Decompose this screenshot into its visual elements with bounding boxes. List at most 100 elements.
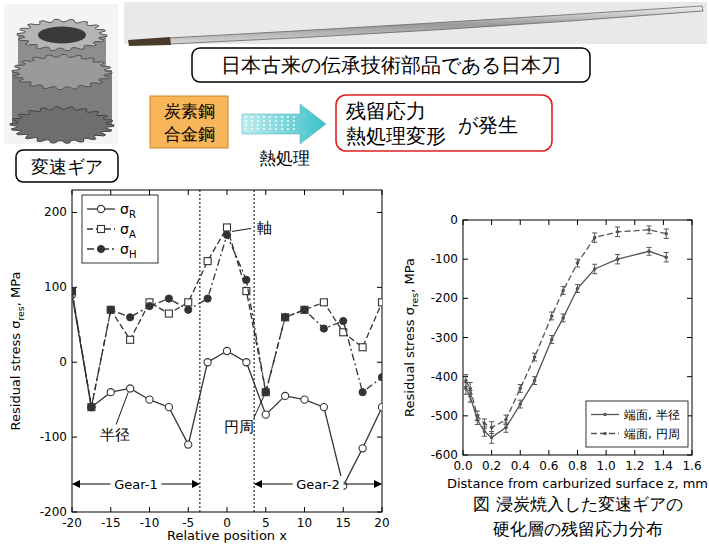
error-bar	[489, 432, 494, 444]
sword-caption: 日本古来の伝承技術部品である日本刀	[221, 53, 561, 77]
x-tick	[548, 450, 549, 455]
legend-marker	[97, 245, 104, 252]
x-tick	[227, 507, 228, 512]
y-tick-label: 200	[44, 205, 67, 219]
error-cap	[482, 436, 487, 437]
plot-frame	[463, 220, 692, 455]
x-tick	[663, 220, 664, 225]
x-tick-label: 0.2	[482, 459, 501, 473]
data-point	[223, 347, 230, 354]
result-box	[336, 95, 552, 151]
process-arrow	[242, 104, 326, 144]
data-point	[593, 236, 597, 240]
data-point	[533, 355, 537, 359]
error-cap	[489, 421, 494, 422]
error-cap	[475, 411, 480, 412]
arrow-pattern	[257, 116, 258, 132]
y-tick	[377, 287, 382, 288]
error-cap	[489, 433, 494, 434]
data-point	[204, 359, 211, 366]
annotation: 半径	[100, 426, 130, 444]
error-cap	[518, 400, 523, 401]
data-point	[468, 387, 472, 391]
error-cap	[468, 382, 473, 383]
error-cap	[592, 232, 597, 233]
data-point	[88, 404, 95, 411]
error-cap	[482, 418, 487, 419]
error-cap	[518, 384, 523, 385]
data-point	[664, 255, 668, 259]
data-point	[561, 316, 565, 320]
data-point	[504, 418, 508, 422]
error-cap	[463, 374, 468, 375]
region-label-bg	[110, 476, 161, 492]
data-point	[223, 231, 230, 238]
data-point	[464, 379, 468, 383]
y-tick	[687, 259, 692, 260]
data-point	[490, 426, 494, 430]
error-bar	[549, 336, 554, 344]
data-point	[483, 422, 487, 426]
data-point	[88, 404, 95, 411]
data-point	[107, 389, 114, 396]
error-cap	[615, 263, 620, 264]
x-tick-label: 1.6	[682, 459, 701, 473]
data-point	[647, 228, 651, 232]
page: 日本古来の伝承技術部品である日本刀変速ギア炭素鋼合金鋼熱処理残留応力熱処理変形が…	[0, 0, 709, 550]
x-tick	[548, 220, 549, 225]
figure-caption: 図 浸炭焼入した変速ギアの	[473, 494, 682, 514]
error-cap	[647, 247, 652, 248]
arrow-pattern	[275, 116, 276, 132]
error-cap	[647, 225, 652, 226]
data-point	[301, 396, 308, 403]
legend-marker	[603, 413, 607, 417]
data-point	[359, 445, 366, 452]
data-point	[204, 295, 211, 302]
gear-label-box	[16, 150, 118, 182]
error-bar	[482, 427, 487, 436]
material-text: 炭素鋼	[164, 101, 215, 121]
legend-label: 端面, 半径	[624, 408, 680, 422]
arrow-pattern	[245, 116, 246, 132]
error-cap	[615, 227, 620, 228]
region-label: Gear-1	[114, 477, 158, 492]
data-point	[243, 276, 250, 283]
x-tick	[149, 190, 150, 195]
x-tick-label: 1.0	[597, 459, 616, 473]
error-cap	[561, 286, 566, 287]
y-tick	[463, 415, 468, 416]
error-bar	[575, 259, 580, 267]
y-tick	[687, 298, 692, 299]
y-tick	[72, 362, 77, 363]
error-bar	[561, 314, 566, 322]
gear-upper	[17, 19, 107, 50]
error-bar	[532, 353, 537, 361]
y-tick-label: 0	[59, 355, 67, 369]
x-tick-label: 0.8	[568, 459, 587, 473]
data-point	[359, 344, 366, 351]
material-text: 合金鋼	[164, 124, 215, 144]
data-point	[107, 306, 114, 313]
x-tick	[663, 450, 664, 455]
legend-box	[586, 401, 688, 447]
data-point	[378, 404, 382, 411]
data-point	[533, 379, 537, 383]
error-cap	[664, 261, 669, 262]
region-boundary	[199, 190, 200, 512]
y-tick	[377, 512, 382, 513]
gear-label: 変速ギア	[31, 156, 103, 177]
gear-photo-bg	[4, 4, 118, 144]
error-bar	[482, 419, 487, 428]
x-tick	[343, 190, 344, 195]
x-tick	[304, 507, 305, 512]
legend: σRσAσH	[82, 195, 158, 263]
legend-marker	[603, 432, 607, 436]
x-tick-label: 10	[297, 516, 312, 530]
x-tick	[382, 190, 383, 195]
annotation-leader	[232, 228, 251, 231]
legend-label: σH	[120, 241, 136, 260]
data-point	[262, 389, 269, 396]
data-point	[127, 336, 134, 343]
y-tick	[463, 298, 468, 299]
legend-marker	[98, 226, 105, 233]
